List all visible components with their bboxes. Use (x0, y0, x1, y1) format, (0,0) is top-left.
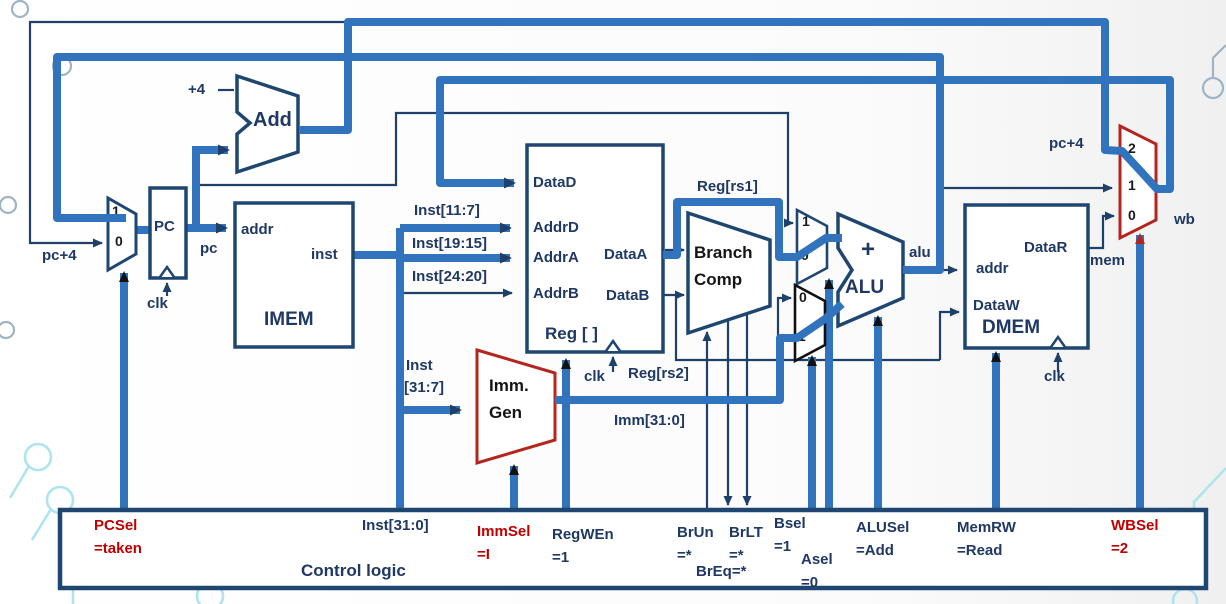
wbmux-input2-label: 2 (1128, 140, 1136, 156)
signal-breq: BrEq=* (696, 561, 746, 584)
reg-clk-label: clk (584, 368, 605, 385)
pc-plus4-wire-label-left: pc+4 (42, 247, 77, 264)
reg-dataD-port: DataD (533, 174, 577, 191)
immgen-label-line2: Gen (489, 403, 523, 422)
plus4-const-label: +4 (188, 81, 206, 98)
signal-brlt-value: =* (729, 546, 744, 564)
signal-pcsel-value: =taken (94, 539, 142, 557)
signal-memrw-name: MemRW (957, 519, 1016, 536)
signal-asel-value: =0 (801, 573, 819, 591)
pcmux-input1-label: 1 (112, 203, 120, 219)
bsel-mux-input0-label: 0 (799, 289, 807, 305)
immgen-label-line1: Imm. (489, 376, 529, 395)
signal-inst: Inst[31:0] (362, 515, 429, 538)
wire-rs2-to-dataW (938, 307, 960, 360)
wb-wire-label: wb (1174, 211, 1195, 228)
signal-brun: BrUn =* (677, 522, 714, 567)
signal-brun-name: BrUn (677, 524, 714, 541)
signal-inst-name: Inst[31:0] (362, 517, 429, 534)
inst-11-7-label: Inst[11:7] (414, 202, 480, 219)
signal-immsel-value: =I (477, 545, 490, 563)
wbmux-input1-label: 1 (1128, 177, 1136, 193)
signal-alusel: ALUSel =Add (856, 517, 909, 562)
alu-op-label: + (861, 236, 876, 263)
asel-mux-input1-label: 1 (802, 213, 810, 229)
wire-dataR-to-wbmux0 (1088, 211, 1115, 250)
signal-memrw: MemRW =Read (957, 517, 1016, 562)
control-logic-box (57, 507, 1209, 591)
regfile-label: Reg [ ] (545, 324, 598, 343)
reg-rs1-wire-label: Reg[rs1] (697, 178, 758, 195)
signal-regwen: RegWEn =1 (552, 524, 614, 569)
immgen-shape (475, 347, 557, 466)
signal-pcsel: PCSel =taken (94, 515, 142, 560)
signal-wbsel: WBSel =2 (1111, 515, 1159, 560)
signal-immsel: ImmSel =I (477, 521, 530, 566)
signal-brlt-name: BrLT (729, 524, 763, 541)
alu-out-wire-label: alu (909, 244, 931, 261)
signal-bsel: Bsel =1 (774, 513, 806, 558)
signal-alusel-name: ALUSel (856, 519, 910, 536)
reg-dataB-port: DataB (606, 287, 650, 304)
imem-label: IMEM (264, 309, 314, 330)
signal-pcsel-name: PCSel (94, 517, 138, 534)
dmem-clk-notch (1049, 334, 1067, 348)
reg-addrB-port: AddrB (533, 285, 579, 302)
reg-addrA-port: AddrA (533, 249, 579, 266)
branch-comp-label-line1: Branch (694, 243, 753, 262)
signal-alusel-value: =Add (856, 541, 894, 559)
dmem-dataR-port: DataR (1024, 239, 1068, 256)
mem-wire-label: mem (1090, 252, 1126, 269)
reg-rs2-wire-label: Reg[rs2] (628, 365, 689, 382)
control-logic-title: Control logic (301, 561, 406, 580)
dmem-addr-port: addr (976, 260, 1009, 277)
imm-31-0-wire-label: Imm[31:0] (614, 412, 685, 429)
signal-brun-value: =* (677, 546, 692, 564)
pc-register-label: PC (154, 218, 175, 235)
dmem-label: DMEM (982, 317, 1041, 338)
signal-breq-name: BrEq=* (696, 563, 747, 580)
signal-bsel-value: =1 (774, 537, 792, 555)
signal-wbsel-value: =2 (1111, 539, 1129, 557)
pc-wire-label: pc (200, 240, 218, 257)
inst-19-15-label: Inst[19:15] (412, 235, 488, 252)
dmem-dataW-port: DataW (973, 297, 1020, 314)
signal-asel: Asel =0 (801, 549, 833, 594)
signal-immsel-name: ImmSel (477, 523, 531, 540)
asel-mux-input0-label: 0 (801, 247, 809, 263)
alu-label: ALU (845, 277, 885, 298)
pc-clk-label: clk (147, 295, 168, 312)
dmem-clk-label: clk (1044, 368, 1065, 385)
signal-memrw-value: =Read (957, 541, 1003, 559)
reg-addrD-port: AddrD (533, 219, 579, 236)
bsel-mux-input1-label: 1 (798, 328, 806, 344)
signal-regwen-name: RegWEn (552, 526, 614, 543)
signal-asel-name: Asel (801, 551, 833, 568)
signal-regwen-value: =1 (552, 548, 570, 566)
imem-inst-port: inst (311, 246, 338, 263)
inst-31-7-label-line1: Inst (406, 357, 433, 374)
wbmux-input0-label: 0 (1128, 207, 1136, 223)
pc-plus4-wire-label-right: pc+4 (1049, 135, 1084, 152)
signal-brlt: BrLT =* (729, 522, 763, 567)
pcmux-input0-label: 0 (115, 233, 123, 249)
signal-wbsel-name: WBSel (1111, 517, 1159, 534)
inst-31-7-label-line2: [31:7] (404, 379, 445, 396)
adder-label: Add (253, 109, 292, 131)
dmem-box (963, 203, 1090, 350)
inst-24-20-label: Inst[24:20] (412, 268, 488, 285)
reg-dataA-port: DataA (604, 246, 648, 263)
branch-comp-label-line2: Comp (694, 270, 743, 289)
imem-addr-port: addr (241, 221, 274, 238)
signal-bsel-name: Bsel (774, 515, 806, 532)
